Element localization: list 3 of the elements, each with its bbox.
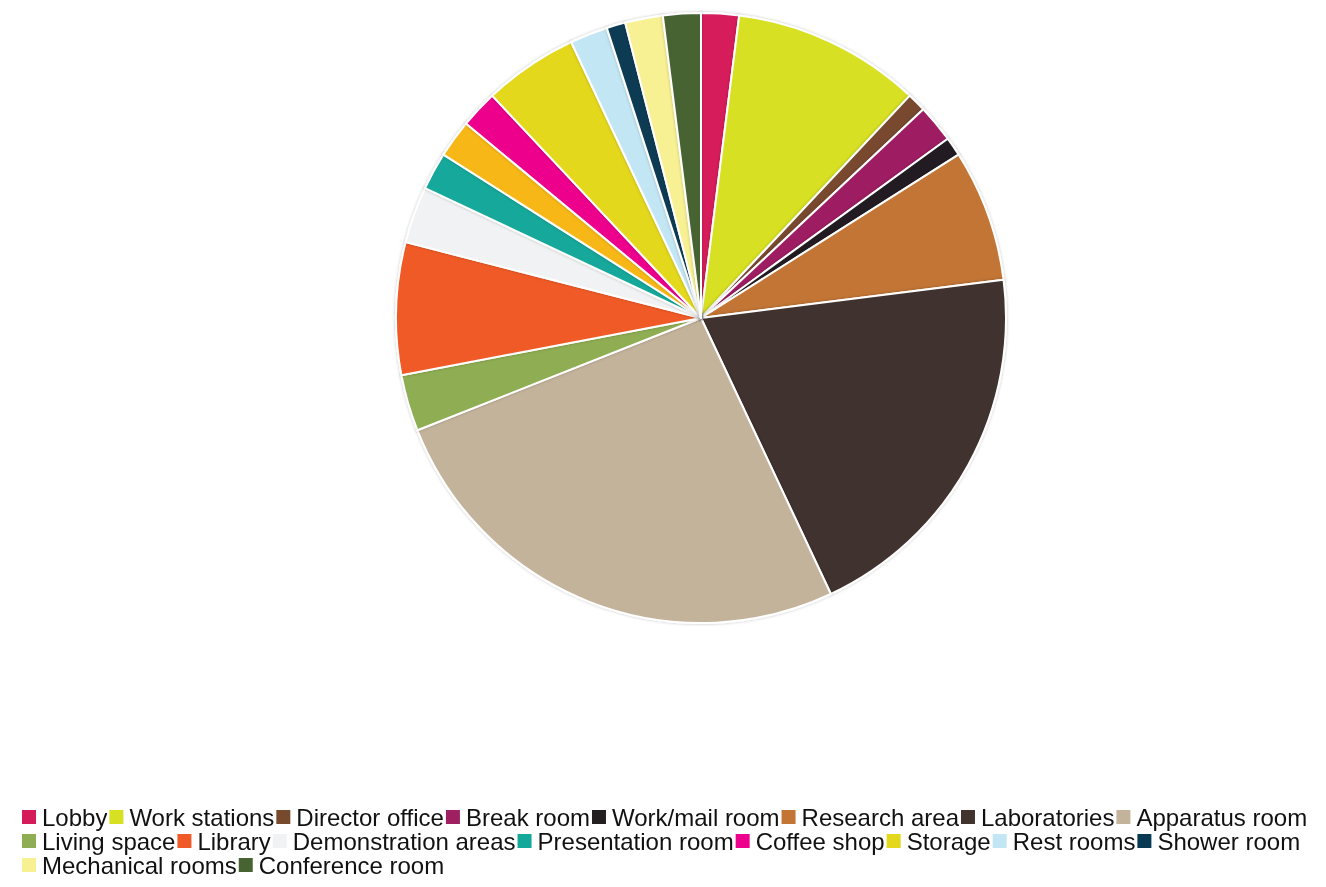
legend-label: Work stations <box>129 803 275 831</box>
legend-label: Apparatus room <box>1136 803 1308 831</box>
legend-label: Lobby <box>42 803 108 831</box>
